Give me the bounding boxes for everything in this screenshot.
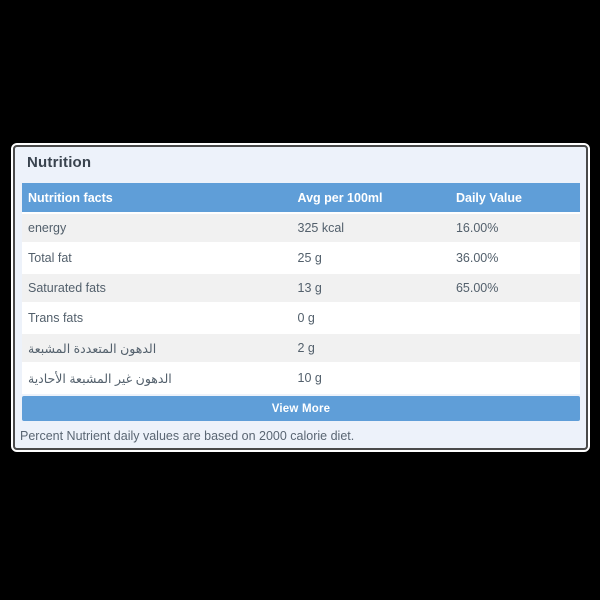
col-header-nutrition-facts: Nutrition facts — [22, 183, 292, 214]
table-row: الدهون المتعددة المشبعة 2 g — [22, 334, 580, 364]
nutrition-table-wrap: Nutrition facts Avg per 100ml Daily Valu… — [22, 183, 580, 421]
table-row: energy 325 kcal 16.00% — [22, 214, 580, 244]
avg-value-cell: 0 g — [291, 304, 450, 334]
daily-value-cell: 36.00% — [449, 244, 580, 274]
daily-value-cell — [449, 364, 580, 394]
nutrient-name-cell: الدهون المتعددة المشبعة — [22, 334, 292, 364]
avg-value-cell: 325 kcal — [291, 214, 450, 244]
avg-value-cell: 13 g — [291, 274, 450, 304]
daily-value-cell — [449, 334, 580, 364]
table-row: الدهون غير المشبعة الأحادية 10 g — [22, 364, 580, 394]
nutrient-name-cell: Total fat — [22, 244, 292, 274]
daily-value-cell — [449, 304, 580, 334]
section-title: Nutrition — [27, 154, 92, 171]
table-header-row: Nutrition facts Avg per 100ml Daily Valu… — [22, 183, 580, 214]
nutrient-name-cell: energy — [22, 214, 292, 244]
daily-value-cell: 65.00% — [449, 274, 580, 304]
col-header-daily-value: Daily Value — [449, 183, 580, 214]
avg-value-cell: 2 g — [291, 334, 450, 364]
table-body: energy 325 kcal 16.00% Total fat 25 g 36.00% S… — [22, 214, 580, 394]
avg-value-cell: 25 g — [291, 244, 450, 274]
nutrient-name-cell: Saturated fats — [22, 274, 292, 304]
daily-value-cell: 16.00% — [449, 214, 580, 244]
table-row: Saturated fats 13 g 65.00% — [22, 274, 580, 304]
view-more-button[interactable]: View More — [22, 396, 580, 421]
daily-value-disclaimer: Percent Nutrient daily values are based … — [20, 429, 355, 443]
avg-value-cell: 10 g — [291, 364, 450, 394]
nutrient-name-cell: الدهون غير المشبعة الأحادية — [22, 364, 292, 394]
table-row: Trans fats 0 g — [22, 304, 580, 334]
nutrition-card: Nutrition Nutrition facts Avg per 100ml … — [11, 143, 590, 452]
col-header-avg-per-100ml: Avg per 100ml — [291, 183, 450, 214]
nutrient-name-cell: Trans fats — [22, 304, 292, 334]
table-row: Total fat 25 g 36.00% — [22, 244, 580, 274]
nutrition-table: Nutrition facts Avg per 100ml Daily Valu… — [22, 183, 580, 394]
